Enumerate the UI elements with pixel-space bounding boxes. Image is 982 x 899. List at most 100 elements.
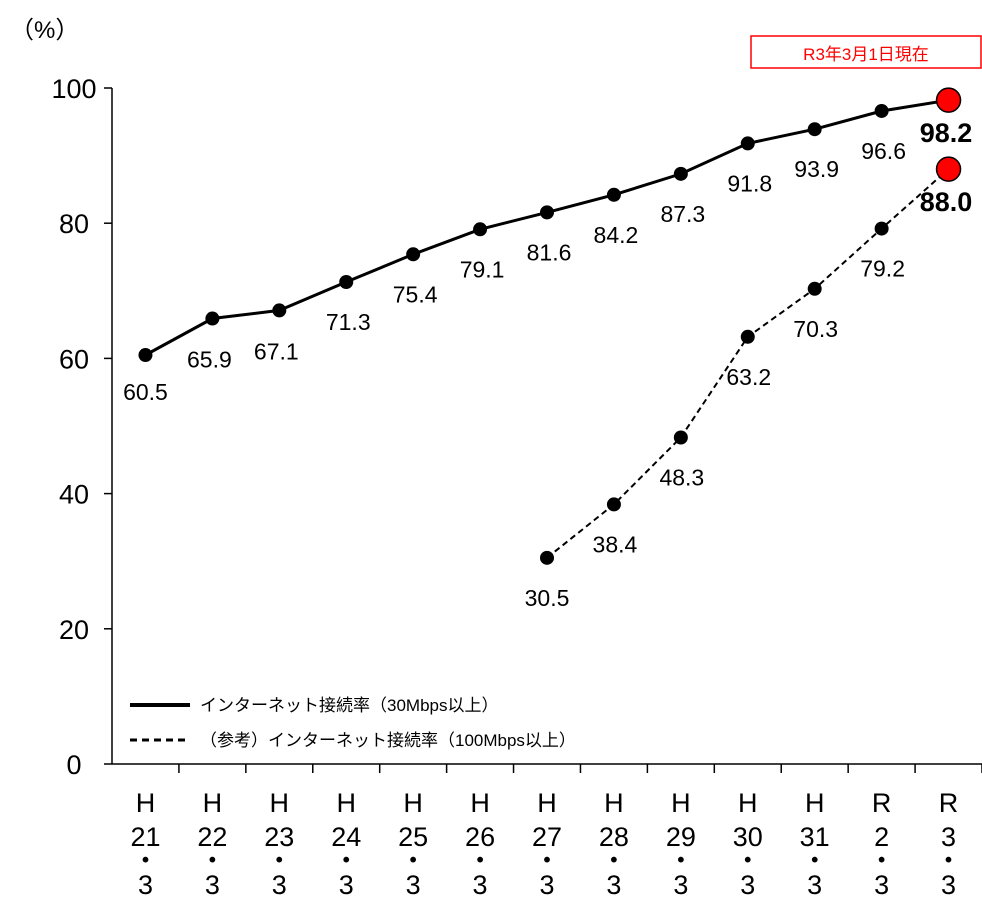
- x-category-label: 3: [205, 870, 220, 899]
- y-axis-ticks: 0 20 40 60 80 100: [51, 74, 112, 780]
- data-point: [606, 497, 621, 512]
- data-point: [138, 348, 153, 363]
- x-axis-categories: H21・3H22・3H23・3H24・3H25・3H26・3H27・3H28・3…: [130, 788, 962, 899]
- x-category-label: 30: [733, 822, 763, 852]
- data-label: 38.4: [593, 531, 638, 557]
- x-category-label: ・: [868, 846, 895, 876]
- data-point: [874, 103, 889, 118]
- x-category-label: H: [203, 788, 223, 818]
- data-markers: [138, 87, 962, 565]
- x-category-label: 22: [197, 822, 227, 852]
- x-category-label: 23: [264, 822, 294, 852]
- x-category-label: ・: [199, 846, 226, 876]
- x-category-label: H: [403, 788, 423, 818]
- x-category-label: 3: [138, 870, 153, 899]
- data-label: 79.2: [860, 256, 905, 282]
- as-of-note: R3年3月1日現在: [750, 35, 982, 69]
- data-point: [673, 166, 688, 181]
- data-label: 75.4: [393, 281, 438, 307]
- x-category-label: 26: [465, 822, 495, 852]
- y-tick-label: 80: [59, 209, 89, 239]
- x-category-label: 3: [941, 822, 956, 852]
- x-category-label: R: [939, 788, 959, 818]
- x-category-label: 3: [339, 870, 354, 899]
- x-category-label: H: [270, 788, 290, 818]
- data-point-highlight: [935, 87, 962, 113]
- x-category-label: 3: [874, 870, 889, 899]
- data-point: [473, 222, 488, 237]
- x-category-label: 28: [599, 822, 629, 852]
- x-category-label: ・: [132, 846, 159, 876]
- x-category-label: 3: [673, 870, 688, 899]
- data-label: 84.2: [594, 222, 639, 248]
- x-category-label: ・: [734, 846, 761, 876]
- legend: インターネット接続率（30Mbps以上） （参考）インターネット接続率（100M…: [130, 696, 576, 750]
- x-category-label: ・: [801, 846, 828, 876]
- data-label: 93.9: [794, 156, 839, 182]
- data-point: [205, 311, 220, 326]
- data-label: 87.3: [660, 201, 705, 227]
- x-category-label: 31: [800, 822, 830, 852]
- x-category-label: 2: [874, 822, 889, 852]
- data-point: [740, 136, 755, 151]
- as-of-note-box: [750, 35, 982, 69]
- data-point: [540, 205, 554, 220]
- data-point: [874, 221, 889, 236]
- x-category-label: H: [604, 788, 624, 818]
- x-category-label: 3: [807, 870, 822, 899]
- data-label: 60.5: [123, 379, 168, 405]
- x-category-label: ・: [333, 846, 360, 876]
- x-category-label: R: [872, 788, 892, 818]
- x-category-label: 3: [539, 870, 554, 899]
- x-category-label: H: [537, 788, 557, 818]
- x-category-label: H: [336, 788, 356, 818]
- data-label: 67.1: [254, 338, 299, 364]
- x-category-label: ・: [400, 846, 427, 876]
- x-category-label: 3: [473, 870, 488, 899]
- y-tick-label: 20: [59, 615, 89, 645]
- x-category-label: 27: [532, 822, 562, 852]
- data-label: 30.5: [525, 585, 570, 611]
- y-tick-label: 60: [59, 344, 89, 374]
- x-category-label: H: [470, 788, 490, 818]
- data-label: 81.6: [527, 239, 572, 265]
- data-label: 91.8: [727, 170, 772, 196]
- data-point: [740, 329, 755, 344]
- as-of-note-text: R3年3月1日現在: [803, 45, 929, 64]
- x-category-label: 3: [406, 870, 421, 899]
- data-label: 96.6: [861, 138, 906, 164]
- x-category-label: ・: [935, 846, 962, 876]
- y-axis-unit: （%）: [10, 17, 79, 44]
- data-label: 88.0: [920, 187, 973, 217]
- x-category-label: 25: [398, 822, 428, 852]
- y-tick-label: 100: [51, 74, 96, 104]
- y-tick-label: 40: [59, 480, 89, 510]
- legend-entry-30mbps: インターネット接続率（30Mbps以上）: [200, 696, 498, 715]
- data-label: 79.1: [460, 256, 505, 282]
- x-category-label: 21: [130, 822, 160, 852]
- data-point: [673, 430, 688, 445]
- x-category-label: H: [805, 788, 825, 818]
- x-category-label: 3: [941, 870, 956, 899]
- data-label: 63.2: [726, 364, 771, 390]
- data-label: 70.3: [793, 316, 838, 342]
- data-labels: 60.5 65.9 67.1 71.3 75.4 79.1 81.6 84.2 87.3 91.8…: [123, 118, 972, 611]
- x-category-label: 24: [331, 822, 361, 852]
- x-category-label: 3: [606, 870, 621, 899]
- data-point: [807, 122, 822, 137]
- data-label: 48.3: [659, 464, 704, 490]
- x-category-label: 29: [666, 822, 696, 852]
- data-label: 65.9: [187, 347, 232, 373]
- data-label: 98.2: [920, 118, 973, 148]
- x-category-label: ・: [667, 846, 694, 876]
- x-category-label: ・: [600, 846, 627, 876]
- x-category-label: H: [136, 788, 156, 818]
- y-tick-label: 0: [66, 750, 81, 780]
- data-label: 71.3: [326, 309, 371, 335]
- data-point: [339, 275, 354, 290]
- x-category-label: ・: [266, 846, 293, 876]
- axes: [111, 88, 982, 773]
- x-category-label: 3: [272, 870, 287, 899]
- x-category-label: H: [738, 788, 758, 818]
